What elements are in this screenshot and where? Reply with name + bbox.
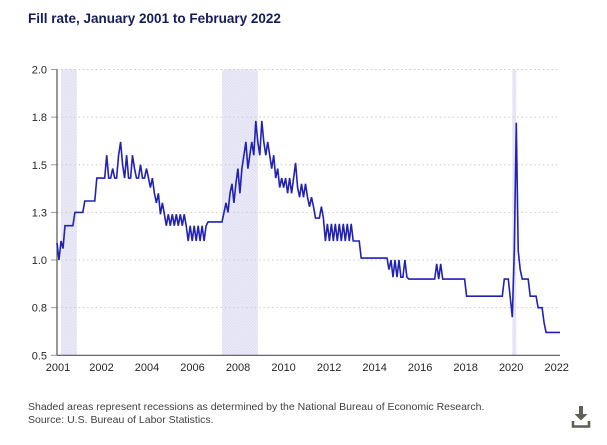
- svg-text:2.0: 2.0: [32, 65, 47, 77]
- svg-text:2020: 2020: [499, 362, 523, 374]
- svg-text:2008: 2008: [226, 362, 250, 374]
- axes: [51, 69, 560, 356]
- gridlines: [57, 69, 560, 309]
- svg-text:2014: 2014: [362, 362, 386, 374]
- svg-text:2012: 2012: [317, 362, 341, 374]
- svg-text:1.0: 1.0: [32, 255, 47, 267]
- svg-text:2010: 2010: [271, 362, 295, 374]
- svg-text:2006: 2006: [180, 362, 204, 374]
- y-axis-labels: 2.0 1.8 1.5 1.3 1.0 0.8 0.5: [32, 65, 47, 363]
- chart-title: Fill rate, January 2001 to February 2022: [28, 11, 281, 26]
- svg-text:0.8: 0.8: [32, 303, 47, 315]
- footnote-recessions: Shaded areas represent recessions as det…: [28, 401, 485, 413]
- data-series-line: [56, 120, 560, 334]
- svg-text:1.5: 1.5: [32, 160, 47, 172]
- svg-text:2016: 2016: [408, 362, 432, 374]
- x-axis-labels: 2001 2002 2004 2006 2008 2010 2012 2014 2016 2018…: [46, 362, 569, 374]
- footnote-source: Source: U.S. Bureau of Labor Statistics.: [28, 414, 214, 426]
- svg-text:1.3: 1.3: [32, 207, 47, 219]
- svg-text:2004: 2004: [135, 362, 159, 374]
- fill-rate-line-chart: 2.01.81.51.31.00.80.5 2001 2002 2004 2006 20…: [32, 65, 569, 375]
- download-button[interactable]: [564, 400, 598, 434]
- svg-text:2018: 2018: [453, 362, 477, 374]
- svg-text:2001: 2001: [46, 362, 70, 374]
- svg-text:2022: 2022: [544, 362, 568, 374]
- download-icon: [571, 406, 591, 428]
- footnotes: Shaded areas represent recessions as det…: [28, 401, 484, 427]
- svg-text:2002: 2002: [89, 362, 113, 374]
- svg-text:1.8: 1.8: [32, 112, 47, 124]
- svg-text:0.5: 0.5: [32, 350, 47, 362]
- recession-shaded-areas: [60, 69, 517, 356]
